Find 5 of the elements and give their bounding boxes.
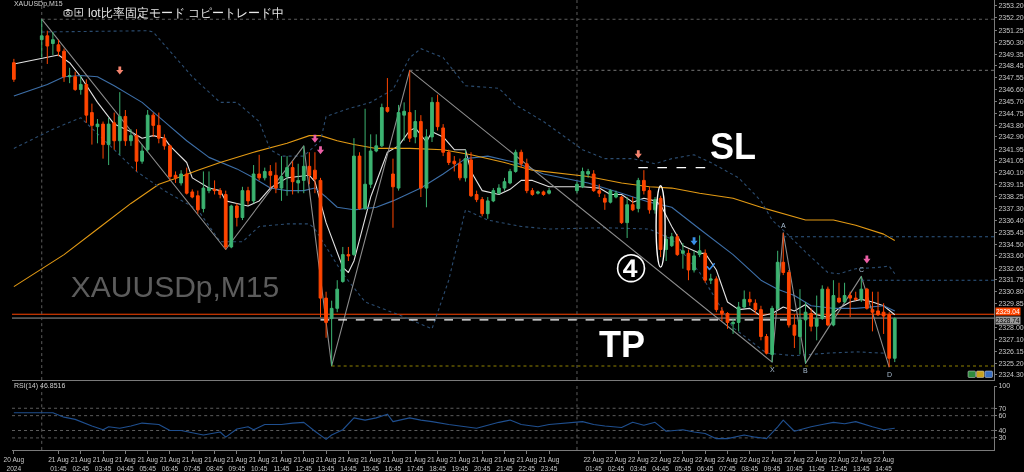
annotation: XAUUSDp,M15	[70, 269, 280, 303]
annotation: SL	[710, 126, 757, 167]
annotation: TP	[599, 324, 646, 365]
annotation: lot比率固定モード コピートレード中	[88, 6, 285, 20]
annotation: ④	[614, 247, 649, 291]
